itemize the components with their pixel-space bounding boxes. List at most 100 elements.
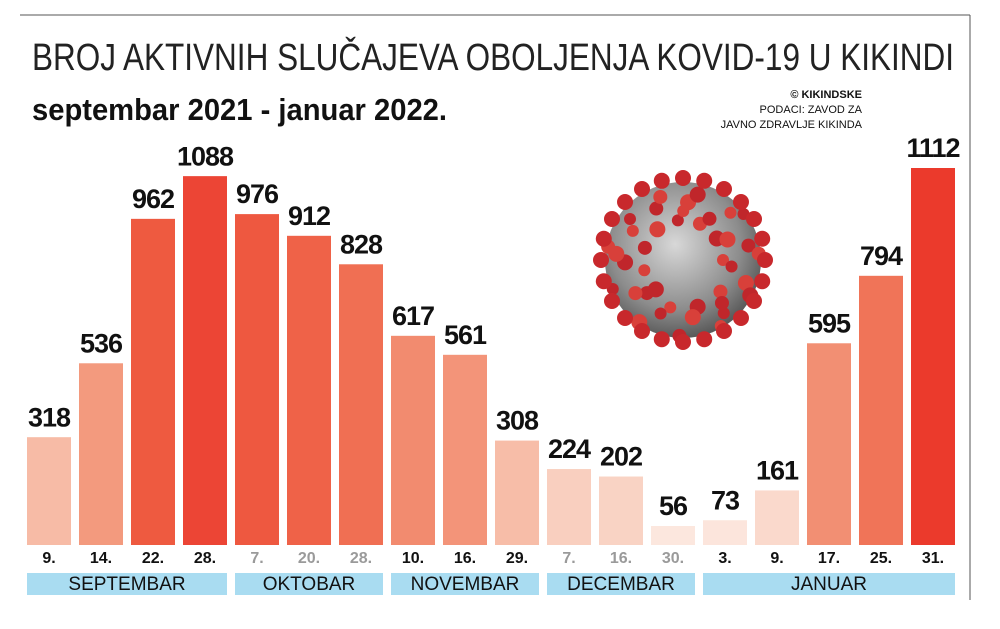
- x-tick-label: 16.: [610, 550, 632, 567]
- bar: [859, 275, 903, 545]
- virus-spike: [653, 189, 668, 204]
- source-line: © KIKINDSKE: [790, 89, 862, 101]
- virus-spike: [717, 307, 730, 320]
- bar: [911, 168, 955, 545]
- month-label: OKTOBAR: [263, 574, 356, 595]
- bar: [183, 176, 227, 545]
- bar: [235, 214, 279, 545]
- source-line: JAVNO ZDRAVLJE KIKINDA: [721, 119, 863, 131]
- virus-spike: [696, 331, 713, 348]
- x-tick-label: 25.: [870, 550, 892, 567]
- virus-spike: [595, 230, 612, 247]
- value-label: 595: [808, 308, 851, 338]
- virus-spike: [732, 309, 749, 326]
- value-label: 1088: [177, 141, 234, 171]
- virus-spike: [716, 323, 732, 340]
- value-label: 318: [28, 402, 71, 432]
- value-label: 56: [659, 491, 688, 521]
- virus-spike: [638, 264, 651, 277]
- bar: [287, 235, 331, 545]
- value-label: 161: [756, 456, 799, 486]
- virus-spike: [675, 170, 691, 186]
- chart-subtitle: septembar 2021 - januar 2022.: [32, 92, 447, 127]
- month-band: [547, 573, 695, 595]
- virus-spike: [717, 254, 729, 266]
- chart-title: BROJ AKTIVNIH SLUČAJEVA OBOLJENJA KOVID-…: [32, 35, 954, 79]
- x-tick-label: 16.: [454, 550, 476, 567]
- virus-spike: [653, 331, 670, 348]
- virus-spike: [649, 201, 664, 216]
- x-tick-label: 9.: [42, 550, 55, 567]
- bar: [131, 218, 175, 545]
- virus-spike: [696, 172, 713, 189]
- value-label: 561: [444, 320, 487, 350]
- month-label: JANUAR: [791, 574, 867, 595]
- value-label: 1112: [906, 133, 959, 163]
- virus-spike: [624, 212, 637, 225]
- value-label: 308: [496, 406, 539, 436]
- bar: [443, 354, 487, 545]
- virus-spike: [593, 252, 609, 268]
- bar: [703, 520, 747, 545]
- virus-spike: [626, 224, 639, 237]
- value-label: 962: [132, 184, 174, 214]
- virus-spike: [746, 211, 763, 227]
- virus-spike: [719, 231, 736, 248]
- virus-spike: [757, 252, 773, 268]
- virus-spike: [595, 273, 612, 290]
- bar: [807, 343, 851, 545]
- virus-spike: [741, 238, 756, 253]
- x-tick-label: 9.: [770, 550, 783, 567]
- value-label: 202: [600, 442, 642, 472]
- virus-spike: [713, 284, 728, 299]
- virus-spike: [737, 274, 754, 291]
- virus-spike: [608, 245, 625, 262]
- x-tick-label: 22.: [142, 550, 164, 567]
- virus-spike: [634, 180, 650, 197]
- virus-spike: [754, 230, 771, 247]
- month-band: [703, 573, 955, 595]
- virus-spike: [677, 205, 690, 218]
- value-label: 73: [711, 485, 740, 515]
- x-tick-label: 7.: [562, 550, 575, 567]
- virus-spike: [684, 309, 701, 326]
- bar: [339, 264, 383, 545]
- x-tick-label: 10.: [402, 550, 424, 567]
- virus-spike: [664, 301, 677, 314]
- virus-spike: [634, 323, 650, 340]
- bar: [599, 476, 643, 545]
- value-label: 617: [392, 301, 434, 331]
- virus-spike: [754, 273, 771, 290]
- virus-spike: [653, 172, 670, 189]
- virus-spike: [702, 211, 717, 226]
- x-tick-label: 31.: [922, 550, 944, 567]
- virus-spike: [649, 221, 666, 238]
- month-label: SEPTEMBAR: [68, 574, 185, 595]
- virus-illustration: [593, 170, 773, 350]
- virus-spike: [617, 309, 634, 326]
- month-band: [27, 573, 227, 595]
- virus-spike: [628, 286, 643, 301]
- virus-spike: [603, 211, 620, 227]
- virus-spike: [746, 293, 763, 309]
- x-tick-label: 17.: [818, 550, 840, 567]
- bar: [755, 490, 799, 545]
- virus-spike: [689, 186, 706, 203]
- bar: [27, 437, 71, 545]
- bar: [391, 335, 435, 545]
- x-tick-label: 28.: [194, 550, 216, 567]
- x-tick-label: 30.: [662, 550, 684, 567]
- virus-spike: [654, 307, 667, 320]
- value-label: 976: [236, 179, 279, 209]
- month-label: DECEMBAR: [567, 574, 675, 595]
- virus-spike: [603, 293, 620, 309]
- x-tick-label: 20.: [298, 550, 320, 567]
- month-label: NOVEMBAR: [411, 574, 520, 595]
- bar: [547, 469, 591, 545]
- source-line: PODACI: ZAVOD ZA: [760, 104, 863, 116]
- virus-spike: [617, 194, 634, 211]
- virus-spike: [647, 281, 664, 298]
- virus-spike: [675, 334, 691, 350]
- bar: [651, 526, 695, 545]
